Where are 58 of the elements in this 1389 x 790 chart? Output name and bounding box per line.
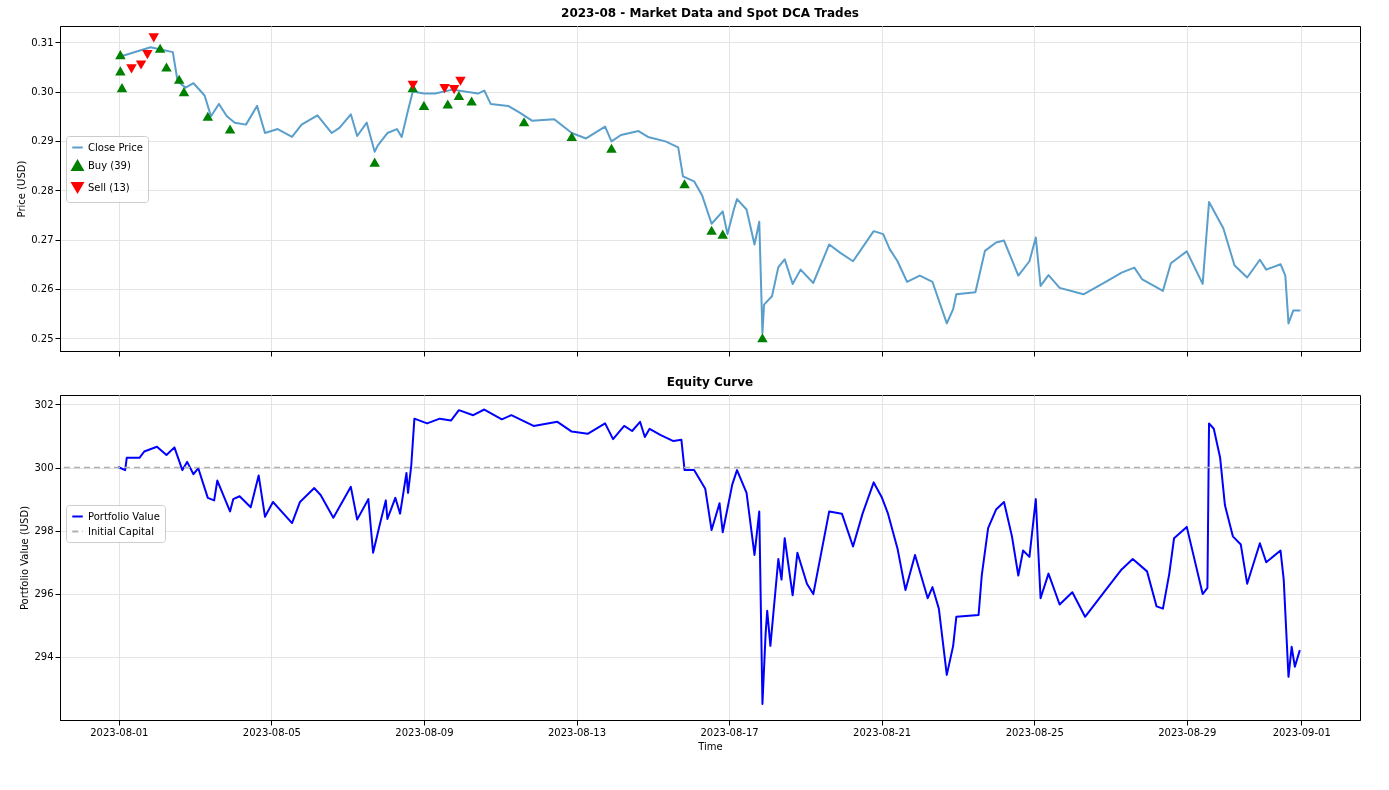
y-tick-label: 298 (34, 525, 54, 537)
y-tick-label: 294 (34, 651, 54, 663)
point (566, 131, 577, 142)
point (154, 43, 166, 53)
point (148, 33, 160, 43)
x-tick-label: 2023-08-13 (547, 726, 607, 738)
point (116, 83, 128, 93)
point (606, 143, 617, 153)
y-tick-label: 0.30 (31, 86, 54, 98)
point (178, 87, 190, 97)
point (679, 179, 690, 189)
x-tick-label: 2023-08-17 (700, 726, 759, 738)
point (418, 100, 430, 110)
x-tick-label: 2023-08-25 (1005, 726, 1064, 738)
x-tick-label: 2023-08-29 (1158, 726, 1217, 738)
point (448, 85, 460, 95)
y-tick-label: 300 (34, 462, 54, 474)
legend-label: Portfolio Value (88, 510, 160, 522)
x-tick-label: 2023-08-01 (90, 726, 149, 738)
legend-label: Initial Capital (88, 525, 154, 537)
y-tick-label: 0.26 (31, 283, 54, 295)
point (757, 333, 768, 343)
x-tick-label: 2023-08-05 (242, 726, 301, 738)
point (466, 96, 477, 106)
point (173, 74, 185, 84)
y-tick-label: 0.27 (31, 234, 54, 246)
legend-label: Buy (39) (88, 159, 131, 171)
point (161, 62, 172, 72)
point (126, 64, 137, 74)
y-tick-label: 0.29 (31, 135, 54, 147)
point (717, 229, 728, 239)
point (518, 117, 530, 127)
x-tick-label: 2023-08-09 (395, 726, 454, 738)
y-axis-title: Price (USD) (16, 160, 28, 218)
y-tick-label: 0.25 (31, 332, 54, 344)
point (369, 157, 380, 167)
chart-title: 2023-08 - Market Data and Spot DCA Trades (561, 6, 859, 20)
point (142, 50, 153, 60)
x-tick-label: 2023-09-01 (1272, 726, 1331, 738)
point (115, 66, 126, 76)
chart-title: Equity Curve (666, 375, 754, 389)
y-axis-title: Portfolio Value (USD) (19, 505, 31, 611)
legend-label: Close Price (88, 141, 143, 153)
point (453, 91, 465, 101)
y-tick-label: 0.28 (31, 184, 54, 196)
legend-label: Sell (13) (88, 181, 130, 193)
x-axis-title: Time (697, 740, 723, 752)
point (706, 225, 717, 235)
point (439, 84, 450, 94)
y-tick-label: 0.31 (31, 36, 54, 48)
y-tick-label: 302 (34, 398, 54, 410)
y-tick-label: 296 (34, 588, 54, 600)
point (202, 111, 214, 121)
x-tick-label: 2023-08-21 (853, 726, 912, 738)
point (115, 50, 126, 60)
point (455, 76, 466, 86)
point (135, 60, 147, 70)
point (224, 124, 236, 134)
